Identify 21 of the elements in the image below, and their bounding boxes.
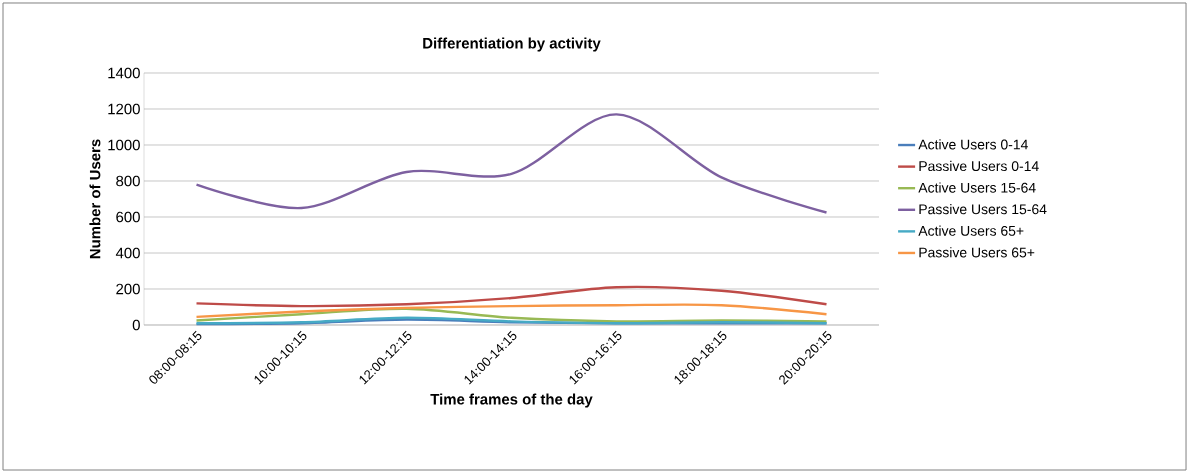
y-tick-label: 1000 xyxy=(108,139,140,151)
line-series xyxy=(195,285,828,308)
chart-title: Differentiation by activity xyxy=(423,37,601,52)
legend-label: Active Users 0-14 xyxy=(918,139,1028,150)
line-series xyxy=(195,303,828,319)
y-tick-label: 1400 xyxy=(108,67,140,79)
legend-label: Active Users 15-64 xyxy=(918,182,1036,193)
y-tick-label: 0 xyxy=(132,319,140,331)
y-tick-label: 1200 xyxy=(108,103,140,115)
y-axis-title: Number of Users xyxy=(89,139,101,259)
line-series xyxy=(195,113,828,214)
y-tick-label: 800 xyxy=(116,175,140,187)
y-tick-label: 400 xyxy=(115,247,140,259)
y-tick-label: 600 xyxy=(116,211,140,223)
legend-label: Passive Users 15-64 xyxy=(919,203,1047,215)
y-tick-label: 200 xyxy=(116,283,140,295)
legend-label: Passive Users 65+ xyxy=(919,247,1035,258)
line-series xyxy=(195,307,828,323)
x-axis-title: Time frames of the day xyxy=(430,393,593,408)
legend-label: Active Users 65+ xyxy=(918,225,1024,236)
legend-label: Passive Users 0-14 xyxy=(919,160,1039,172)
